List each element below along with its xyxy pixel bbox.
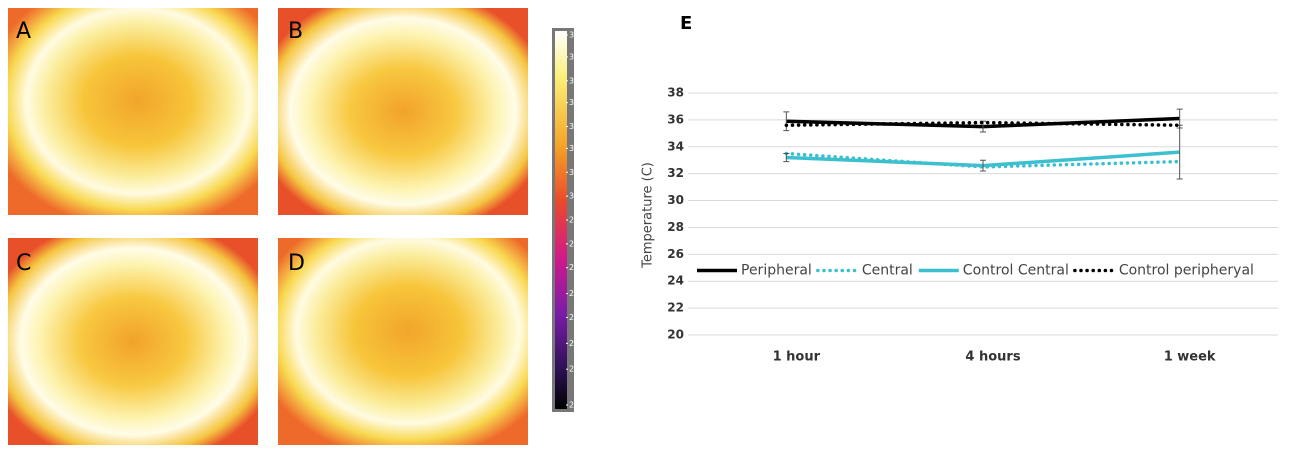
chart-title: E <box>680 13 692 34</box>
y-tick-label: 36 <box>667 112 684 126</box>
x-tick-label: 1 hour <box>773 350 821 365</box>
y-tick-label: 22 <box>667 301 684 315</box>
x-tick-label: 4 hours <box>965 350 1020 365</box>
colorbar-tick-label: 34.2 <box>569 122 587 131</box>
error-bar <box>783 153 790 163</box>
thermal-image <box>278 8 528 215</box>
colorbar-tick-label: 33.1 <box>569 144 587 153</box>
x-tick-label: 1 week <box>1164 350 1216 365</box>
colorbar-tick-label: 38.8 <box>569 31 587 40</box>
legend-label: Control Central <box>963 262 1069 278</box>
colorbar-tick-label: 30.7 <box>569 192 587 201</box>
colorbar-tick-label: 24.6 <box>569 313 587 322</box>
panel-label: D <box>288 251 305 276</box>
legend-label: Control peripheryal <box>1119 262 1254 278</box>
y-tick-label: 32 <box>667 166 684 180</box>
colorbar <box>555 31 567 409</box>
colorbar-tick-label: 25.8 <box>569 289 587 298</box>
y-tick-label: 30 <box>667 193 684 207</box>
colorbar-tick-label: 37.7 <box>569 52 587 61</box>
colorbar-tick-label: 36.5 <box>569 76 587 85</box>
y-tick-label: 38 <box>667 86 684 100</box>
y-axis-label: Temperature (C) <box>641 162 656 269</box>
colorbar-tick-label: 28.3 <box>569 239 587 248</box>
error-bar <box>783 111 790 132</box>
panel-label: A <box>16 19 31 44</box>
thermal-image <box>8 238 258 445</box>
colorbar-tick-label: 35.4 <box>569 98 587 107</box>
legend-label: Central <box>862 262 913 278</box>
series-line <box>784 120 1182 128</box>
y-tick-label: 26 <box>667 247 684 261</box>
error-bar <box>980 159 986 172</box>
panel-label: C <box>16 251 31 276</box>
y-tick-label: 28 <box>667 220 684 234</box>
legend-label: Peripheral <box>741 262 812 278</box>
y-tick-label: 20 <box>667 328 684 342</box>
colorbar-tick-label: 20.2 <box>569 401 587 410</box>
colorbar-tick-label: 27.1 <box>569 263 587 272</box>
series-line <box>784 151 1182 169</box>
y-tick-label: 34 <box>667 139 684 153</box>
colorbar-tick-label: 22.0 <box>569 365 587 374</box>
y-tick-label: 24 <box>667 274 684 288</box>
thermal-image <box>278 238 528 445</box>
panel-label: B <box>288 19 303 44</box>
thermal-image <box>8 8 258 215</box>
colorbar-tick-label: 23.3 <box>569 339 587 348</box>
colorbar-tick-label: 31.9 <box>569 168 587 177</box>
colorbar-tick-label: 29.5 <box>569 216 587 225</box>
